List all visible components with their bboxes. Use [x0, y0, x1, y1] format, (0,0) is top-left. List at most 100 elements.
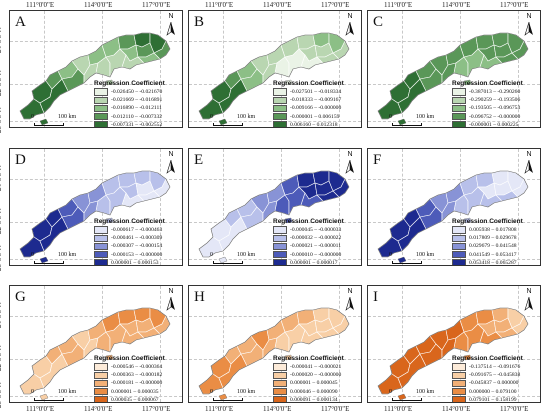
graticule-line	[44, 149, 45, 265]
legend-label: -0.018333 – -0.009167	[290, 97, 342, 104]
legend-item: -0.045837 – 0.000000	[452, 379, 540, 388]
legend-title: Regression Coefficient	[94, 218, 165, 225]
longitude-label: 111°0'0"E	[384, 1, 413, 9]
legend-label: 0.053418 – 0.065287	[469, 259, 517, 266]
legend-label: -0.000546 – -0.000364	[111, 364, 163, 371]
legend-item: 0.017809 – 0.029678	[452, 234, 540, 243]
latitude-label: 22°0'0"N	[0, 345, 3, 371]
coastline	[19, 307, 171, 395]
legend-label: -0.000021 – -0.000011	[290, 243, 342, 250]
longitude-label: 117°0'0"E	[142, 1, 171, 9]
scale-zero: 0	[389, 252, 392, 258]
legend-swatch	[452, 387, 466, 396]
island-polygon	[39, 393, 49, 401]
longitude-label: 111°0'0"E	[205, 1, 234, 9]
scale-bar-line	[213, 261, 243, 264]
map-panel-c: C N Regression Coefficient -0.387013 – -0.2…	[367, 10, 541, 128]
scale-zero: 0	[31, 114, 34, 120]
island-polygon	[218, 256, 228, 264]
panel-letter: F	[373, 152, 382, 168]
graticule-line	[368, 84, 540, 85]
north-arrow-icon: N	[343, 13, 357, 37]
scale-bar-line	[392, 261, 422, 264]
legend-label: 0.000001 – 0.000017	[290, 259, 338, 266]
scale-bar: 0 100 km	[209, 252, 269, 265]
legend-swatch	[94, 363, 108, 371]
legend-swatch	[94, 250, 108, 259]
graticule-line	[368, 41, 540, 42]
legend-swatch	[273, 242, 287, 251]
legend-swatch	[452, 363, 466, 371]
legend-label: -0.000045 – -0.000033	[290, 227, 342, 234]
panel-letter: H	[194, 289, 205, 305]
legend-swatch	[452, 96, 466, 105]
scale-bar: 0 100 km	[209, 389, 269, 402]
graticule-line	[10, 359, 182, 360]
legend-swatch	[273, 226, 287, 234]
scale-label: 100 km	[58, 252, 77, 258]
legend-label: -0.021669 – -0.016891	[111, 97, 163, 104]
legend-swatch	[94, 96, 108, 105]
legend-label: 0.079101 – 0.158199	[469, 396, 517, 403]
north-arrow-icon: N	[522, 151, 536, 175]
legend-item: -0.016890 – -0.012111	[94, 104, 182, 113]
legend-item: -0.000153 – -0.000000	[94, 250, 182, 259]
legend-title: Regression Coefficient	[273, 218, 344, 225]
scale-bar-line	[34, 123, 64, 126]
legend-item: -0.021669 – -0.016891	[94, 96, 182, 105]
legend-swatch	[452, 242, 466, 251]
map-panel-b: B N Regression Coefficient -0.027501 – -0.0…	[188, 10, 362, 128]
legend-swatch	[273, 387, 287, 396]
coastline	[198, 32, 350, 120]
scale-label: 100 km	[416, 389, 435, 395]
scale-zero: 0	[210, 114, 213, 120]
graticule-line	[189, 84, 361, 85]
island-polygon	[284, 79, 293, 86]
legend-label: 0.029679 – 0.041548	[469, 243, 517, 250]
legend-swatch	[94, 226, 108, 234]
graticule-line	[368, 359, 540, 360]
north-arrow-icon: N	[343, 151, 357, 175]
graticule-line	[189, 41, 361, 42]
legend-item: 0.000046 – 0.000090	[273, 387, 361, 396]
island-polygon	[284, 354, 293, 361]
legend-label: -0.026450 – -0.021670	[111, 89, 163, 96]
graticule-line	[44, 286, 45, 402]
island-polygon	[463, 79, 472, 86]
legend-label: -0.000001 – 0.006159	[290, 113, 340, 120]
legend-label: -0.000617 – -0.000463	[111, 227, 163, 234]
legend-swatch	[94, 371, 108, 380]
coastline	[19, 32, 171, 120]
legend-item: -0.290259 – -0.193506	[452, 96, 540, 105]
graticule-line	[223, 286, 224, 402]
longitude-label: 117°0'0"E	[142, 405, 171, 413]
legend: Regression Coefficient -0.000041 – -0.000…	[273, 355, 361, 402]
legend-swatch	[452, 396, 466, 402]
choropleth-map	[377, 307, 529, 401]
graticule-line	[518, 11, 519, 127]
graticule-line	[44, 11, 45, 127]
legend-swatch	[94, 242, 108, 251]
island-polygon	[39, 118, 49, 126]
legend-swatch	[94, 88, 108, 96]
graticule-line	[160, 149, 161, 265]
north-label: N	[168, 151, 174, 158]
graticule-line	[368, 222, 540, 223]
scale-bar: 0 100 km	[30, 252, 90, 265]
north-label: N	[347, 13, 353, 20]
longitude-label: 114°0'0"E	[442, 1, 471, 9]
legend-title: Regression Coefficient	[273, 355, 344, 362]
legend-label: -0.137514 – -0.091676	[469, 364, 521, 371]
scale-label: 100 km	[416, 252, 435, 258]
island-polygon	[463, 354, 472, 361]
legend-swatch	[452, 226, 466, 234]
map-panel-h: H N Regression Coefficient -0.000041 – -0.0…	[188, 285, 362, 403]
latitude-label: 24°0'0"N	[0, 27, 3, 53]
coastline	[198, 170, 350, 258]
coastline	[198, 307, 350, 395]
legend-label: -0.045837 – 0.000000	[469, 380, 519, 387]
north-label: N	[526, 151, 532, 158]
latitude-label: 24°0'0"N	[0, 302, 3, 328]
graticule-line	[402, 149, 403, 265]
legend-label: -0.000020 – -0.000000	[290, 372, 342, 379]
